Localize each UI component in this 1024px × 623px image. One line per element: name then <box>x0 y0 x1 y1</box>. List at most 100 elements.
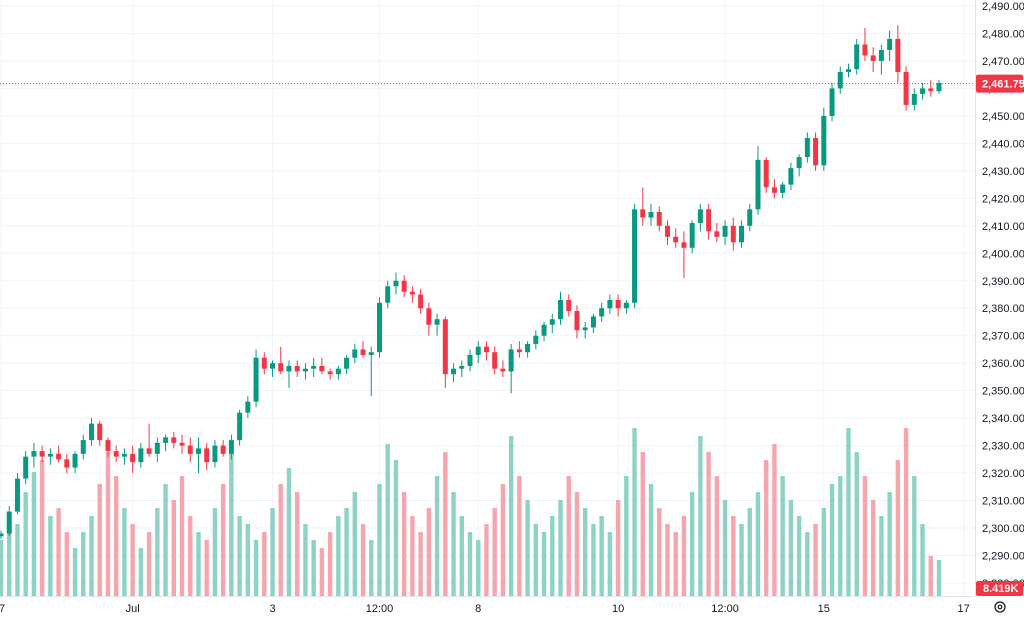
volume-bar <box>81 532 86 596</box>
volume-bar <box>303 524 308 596</box>
candle-body <box>195 448 201 454</box>
y-tick-label: 2,410.00 <box>982 221 1024 233</box>
volume-bar <box>862 476 868 596</box>
volume-bar <box>377 484 382 596</box>
candle-body <box>566 299 572 311</box>
candle-body <box>47 453 53 457</box>
candle-body <box>525 343 531 353</box>
volume-bar <box>912 476 917 596</box>
candle-body <box>483 346 489 353</box>
x-tick-label: 12:00 <box>366 603 394 615</box>
x-tick-label: 8 <box>475 603 481 615</box>
candle-body <box>755 159 761 210</box>
volume-bar <box>722 500 728 596</box>
volume-bar <box>731 516 736 596</box>
candle-body <box>739 225 745 243</box>
candle-body <box>936 82 942 92</box>
volume-bar <box>443 452 448 596</box>
candle-body <box>376 302 382 353</box>
candle-body <box>870 55 876 61</box>
volume-bar <box>97 484 102 596</box>
candle-body <box>500 368 506 372</box>
volume-bar <box>360 524 366 596</box>
candle-body <box>426 308 432 325</box>
volume-bar <box>838 476 843 596</box>
settings-gear-icon[interactable] <box>994 601 1006 613</box>
candle-body <box>632 209 638 303</box>
candle-body <box>360 349 366 355</box>
volume-bar <box>352 492 358 596</box>
y-tick-label: 2,350.00 <box>982 386 1024 398</box>
price-axis-bg <box>975 0 1024 618</box>
volume-bar <box>615 500 621 596</box>
volume-bar <box>928 556 933 596</box>
candle-body <box>393 280 399 287</box>
candle-body <box>121 453 127 457</box>
candle-body <box>788 168 794 185</box>
volume-bar <box>508 436 514 596</box>
volume-bar <box>607 532 613 596</box>
volume-bar <box>582 508 588 596</box>
candle-body <box>920 88 926 94</box>
y-tick-label: 2,490.00 <box>982 1 1024 13</box>
candle-body <box>302 368 308 372</box>
volume-bar <box>434 476 440 596</box>
volume-bar <box>764 460 769 596</box>
candle-body <box>475 346 481 355</box>
volume-bar <box>805 532 810 596</box>
volume-bar <box>755 492 761 596</box>
candle-body <box>689 223 695 248</box>
candle-body <box>837 71 843 89</box>
candles <box>0 25 942 540</box>
candle-body <box>56 453 62 460</box>
volume-bar <box>566 476 571 596</box>
candle-body <box>607 299 613 309</box>
candle-body <box>895 38 901 72</box>
volume-bar <box>492 508 497 596</box>
volume-bar <box>624 476 629 596</box>
volume-bar <box>772 444 777 596</box>
candle-body <box>697 209 703 224</box>
volume-bar <box>245 524 251 596</box>
candle-body <box>829 88 835 116</box>
candle-body <box>780 184 786 193</box>
volume-label-bg <box>976 581 1023 596</box>
volume-bar <box>681 516 687 596</box>
volume-bar <box>706 452 711 596</box>
volume-bar <box>0 540 4 596</box>
y-tick-label: 2,320.00 <box>982 468 1024 480</box>
volume-bar <box>903 428 909 596</box>
candle-body <box>648 212 654 218</box>
x-tick-label: 17 <box>958 603 970 615</box>
last-price-label: 2,461.75 <box>982 79 1024 91</box>
volume-bar <box>196 532 201 596</box>
volume-bar <box>591 524 596 596</box>
candle-body <box>220 445 226 454</box>
volume-bar <box>920 524 925 596</box>
candle-body <box>813 137 819 166</box>
candle-body <box>714 231 720 237</box>
volume-bar <box>879 516 884 596</box>
volume-bar <box>204 540 209 596</box>
candle-body <box>245 401 251 413</box>
y-tick-label: 2,400.00 <box>982 248 1024 260</box>
volume-bar <box>401 492 407 596</box>
volume-bar <box>229 452 234 596</box>
volume-bar <box>418 532 423 596</box>
volume-bar <box>574 492 580 596</box>
candle-body <box>163 437 169 443</box>
volume-bar <box>393 460 399 596</box>
candle-body <box>204 448 210 463</box>
volume-bar <box>780 476 785 596</box>
volume-bar <box>525 500 530 596</box>
y-tick-label: 2,340.00 <box>982 413 1024 425</box>
candle-body <box>23 456 29 479</box>
candle-body <box>344 357 350 369</box>
candle-body <box>113 451 119 457</box>
y-tick-label: 2,390.00 <box>982 276 1024 288</box>
y-tick-label: 2,480.00 <box>982 28 1024 40</box>
candle-body <box>237 412 243 441</box>
